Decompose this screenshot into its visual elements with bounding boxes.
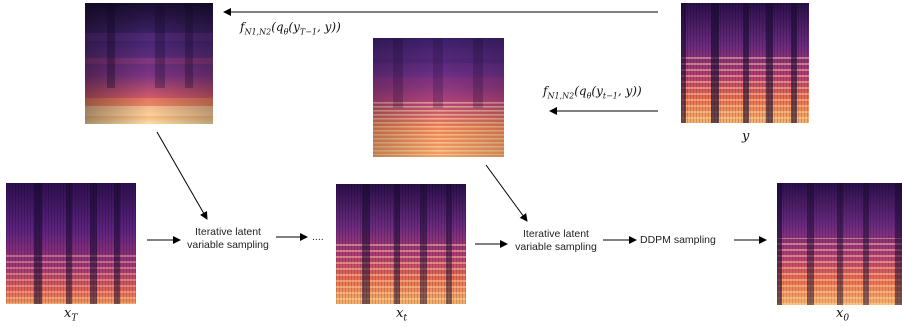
step-iterative-sampling-1: Iterative latent variable sampling <box>187 226 269 251</box>
latent-spectrogram-xt <box>336 184 466 304</box>
prior-spectrogram-mid <box>373 38 504 157</box>
label-xT: xT <box>64 306 78 324</box>
formula-mid: fN1,N2(qθ(yt−1, y)) <box>543 84 642 101</box>
prior-spectrogram-top <box>85 3 213 124</box>
output-spectrogram-x0 <box>777 183 902 305</box>
step-iterative-sampling-2: Iterative latent variable sampling <box>515 228 597 253</box>
label-xt: xt <box>396 306 407 324</box>
label-y: y <box>742 129 750 144</box>
step-ellipsis: .... <box>312 231 324 243</box>
target-spectrogram-y <box>681 3 809 123</box>
noise-spectrogram-xT <box>6 183 136 304</box>
step-ddpm-sampling: DDPM sampling <box>640 234 716 246</box>
formula-top: fN1,N2(qθ(yT−1, y)) <box>240 20 341 37</box>
label-x0: x0 <box>836 306 850 324</box>
arrow-top-prior-to-step1 <box>156 131 208 220</box>
arrow-mid-prior-to-step2 <box>485 164 528 222</box>
